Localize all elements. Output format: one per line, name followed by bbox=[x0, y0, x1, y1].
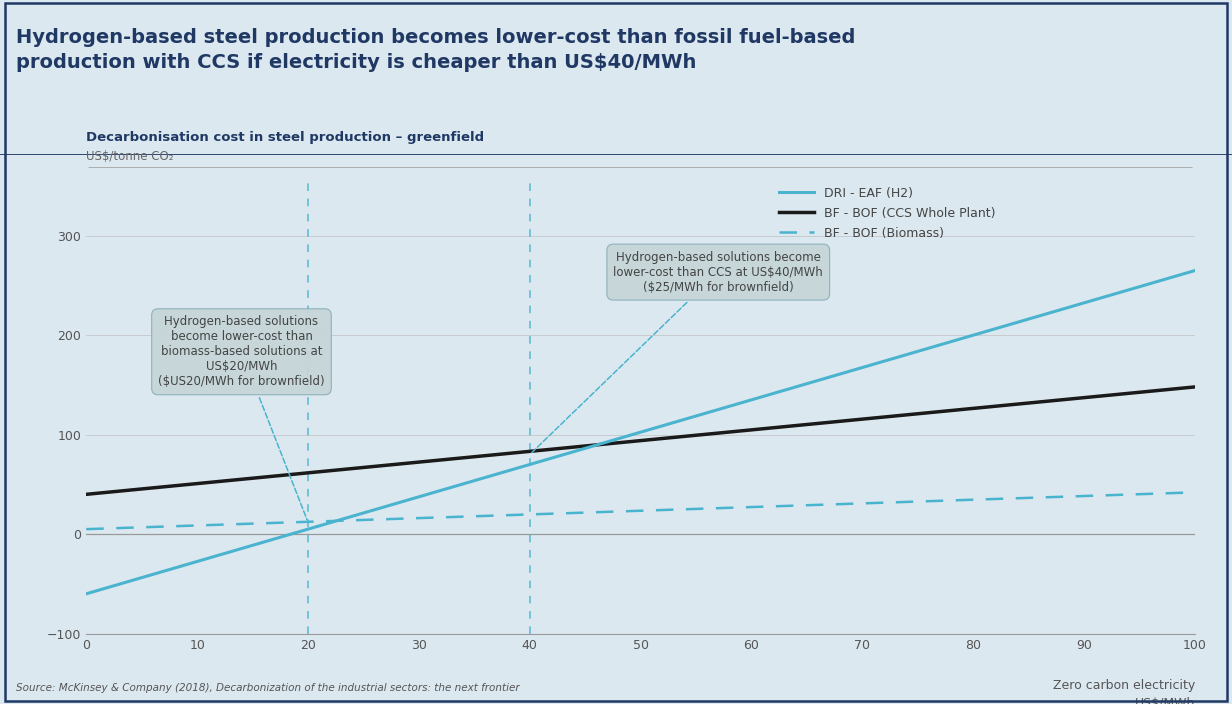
Text: Decarbonisation cost in steel production – greenfield: Decarbonisation cost in steel production… bbox=[86, 132, 484, 144]
Text: Source: McKinsey & Company (2018), Decarbonization of the industrial sectors: th: Source: McKinsey & Company (2018), Decar… bbox=[16, 684, 520, 693]
Text: Hydrogen-based solutions become
lower-cost than CCS at US$40/MWh
($25/MWh for br: Hydrogen-based solutions become lower-co… bbox=[532, 251, 823, 453]
Text: Zero carbon electricity
US$/MWh: Zero carbon electricity US$/MWh bbox=[1053, 679, 1195, 704]
Text: US$/tonne CO₂: US$/tonne CO₂ bbox=[86, 151, 174, 163]
Text: Hydrogen-based solutions
become lower-cost than
biomass-based solutions at
US$20: Hydrogen-based solutions become lower-co… bbox=[158, 315, 325, 520]
Legend: DRI - EAF (H2), BF - BOF (CCS Whole Plant), BF - BOF (Biomass): DRI - EAF (H2), BF - BOF (CCS Whole Plan… bbox=[775, 182, 1000, 245]
Text: Hydrogen-based steel production becomes lower-cost than fossil fuel-based
produc: Hydrogen-based steel production becomes … bbox=[16, 28, 855, 72]
